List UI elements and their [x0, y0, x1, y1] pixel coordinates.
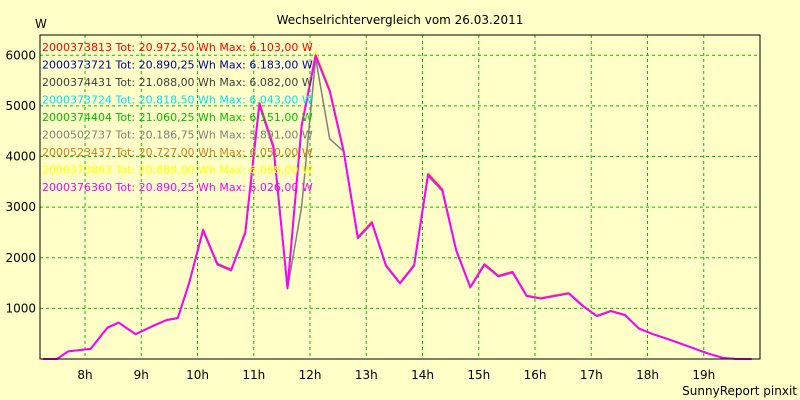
- series-lines: [42, 51, 752, 360]
- legend-entry-8: 2000376360 Tot: 20.890,25 Wh Max: 6.026,…: [42, 181, 313, 194]
- legend-entry-0: 2000373813 Tot: 20.972,50 Wh Max: 6.103,…: [42, 41, 313, 54]
- x-tick-label-6: 14h: [411, 368, 434, 382]
- plot-frame: [39, 34, 761, 360]
- series-line-8: [42, 54, 752, 360]
- legend: 2000373813 Tot: 20.972,50 Wh Max: 6.103,…: [42, 41, 313, 194]
- grid: [40, 35, 760, 359]
- y-tick-label-5: 6000: [5, 48, 36, 62]
- x-tick-label-5: 13h: [355, 368, 378, 382]
- x-tick-labels: 8h 9h 10h 11h 12h 13h 14h 15h 16h 17h 18h 19h: [77, 368, 715, 382]
- x-tick-label-1: 9h: [134, 368, 149, 382]
- legend-entry-3: 2000373724 Tot: 20.818,50 Wh Max: 6.043,…: [42, 94, 313, 107]
- footer-credit: SunnyReport pinxit: [682, 384, 797, 398]
- x-tick-label-10: 18h: [636, 368, 659, 382]
- y-tick-label-1: 2000: [5, 251, 36, 265]
- y-axis-label: W: [35, 17, 47, 31]
- legend-entry-1: 2000373721 Tot: 20.890,25 Wh Max: 6.183,…: [42, 59, 313, 72]
- legend-entry-4: 2000374404 Tot: 21.060,25 Wh Max: 6.151,…: [42, 111, 313, 124]
- chart-title: Wechselrichtervergleich vom 26.03.2011: [277, 13, 524, 27]
- x-tick-label-7: 15h: [467, 368, 490, 382]
- x-tick-label-3: 11h: [242, 368, 265, 382]
- legend-entry-2: 2000374431 Tot: 21.088,00 Wh Max: 6.082,…: [42, 76, 313, 89]
- legend-entry-7: 2000373863 Tot: 20.888,00 Wh Max: 6.098,…: [42, 164, 313, 177]
- x-tick-label-2: 10h: [186, 368, 209, 382]
- y-tick-labels: 1000 2000 3000 4000 5000 6000: [5, 48, 36, 315]
- y-tick-label-0: 1000: [5, 301, 36, 315]
- legend-entry-6: 2000523437 Tot: 20.727,00 Wh Max: 6.050,…: [42, 146, 313, 159]
- x-tick-label-8: 16h: [524, 368, 547, 382]
- y-tick-label-3: 4000: [5, 150, 36, 164]
- x-tick-label-0: 8h: [77, 368, 92, 382]
- x-tick-label-9: 17h: [580, 368, 603, 382]
- y-tick-label-2: 3000: [5, 200, 36, 214]
- y-tick-label-4: 5000: [5, 99, 36, 113]
- x-tick-label-4: 12h: [299, 368, 322, 382]
- legend-entry-5: 2000502737 Tot: 20.186,75 Wh Max: 5.891,…: [42, 129, 313, 142]
- x-tick-label-11: 19h: [692, 368, 715, 382]
